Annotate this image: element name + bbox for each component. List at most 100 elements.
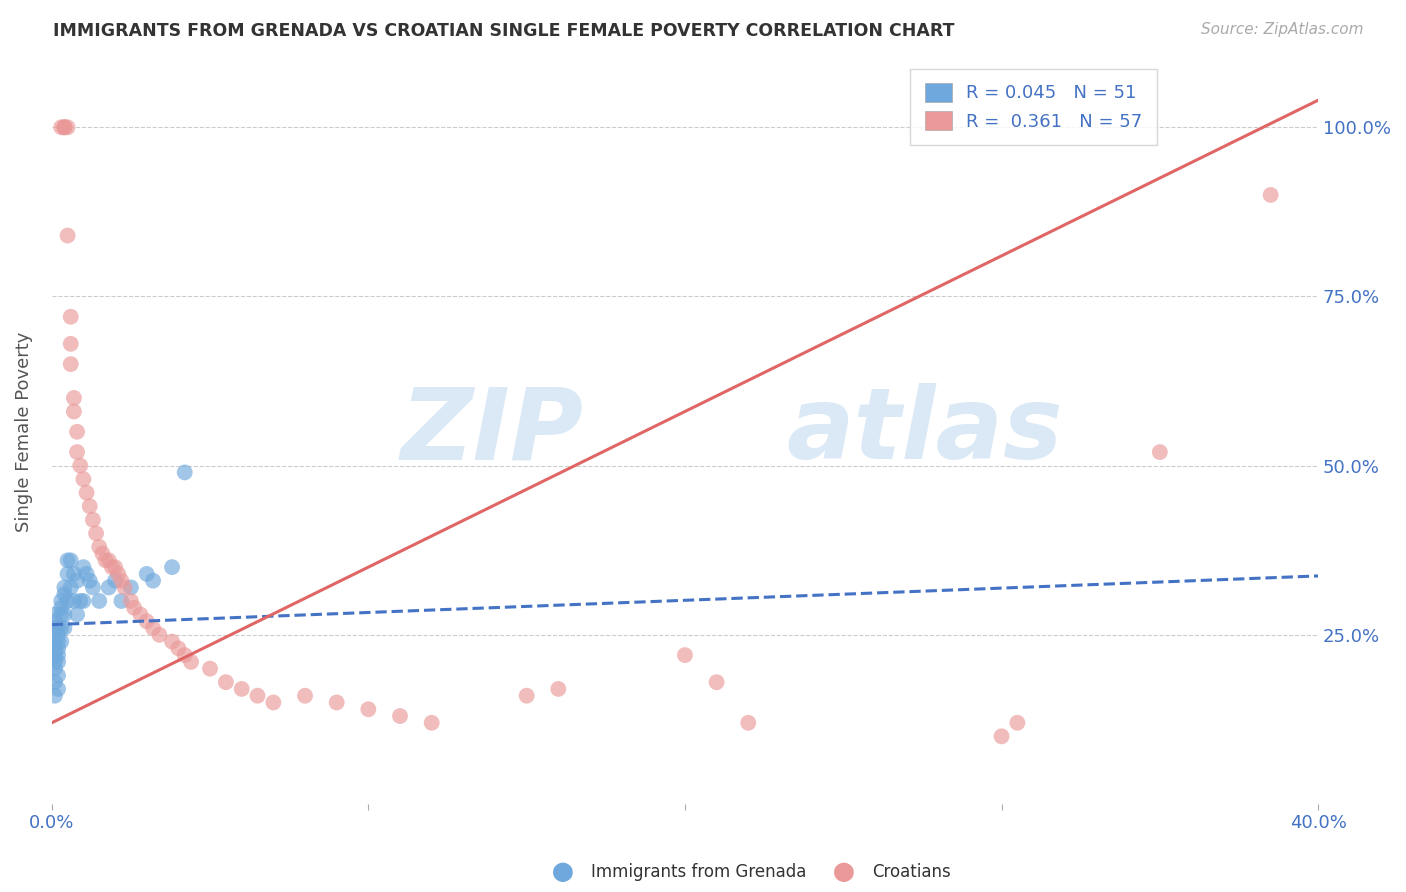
Point <box>66 574 89 588</box>
Point <box>56 228 79 243</box>
Point <box>129 607 152 622</box>
Point <box>53 587 76 601</box>
Point <box>97 553 120 567</box>
Point <box>46 621 69 635</box>
Point <box>56 553 79 567</box>
Point <box>63 566 86 581</box>
Point <box>160 634 183 648</box>
Point <box>44 607 66 622</box>
Point <box>46 648 69 662</box>
Point <box>89 594 111 608</box>
Text: ⬤: ⬤ <box>832 863 855 882</box>
Point <box>63 391 86 405</box>
Point <box>59 581 82 595</box>
Point <box>84 526 107 541</box>
Point <box>173 648 195 662</box>
Point <box>89 540 111 554</box>
Text: ZIP: ZIP <box>401 384 583 480</box>
Point <box>44 662 66 676</box>
Y-axis label: Single Female Poverty: Single Female Poverty <box>15 332 32 532</box>
Point <box>44 675 66 690</box>
Point <box>51 594 73 608</box>
Text: Croatians: Croatians <box>872 863 950 881</box>
Point <box>59 553 82 567</box>
Text: atlas: atlas <box>786 384 1063 480</box>
Point <box>79 574 101 588</box>
Point <box>104 560 127 574</box>
Point <box>110 574 132 588</box>
Point <box>63 594 86 608</box>
Point <box>82 581 104 595</box>
Point <box>547 681 569 696</box>
Point <box>79 500 101 514</box>
Point <box>56 120 79 135</box>
Point <box>46 655 69 669</box>
Point <box>53 607 76 622</box>
Point <box>44 634 66 648</box>
Point <box>44 655 66 669</box>
Point <box>56 566 79 581</box>
Point <box>94 553 117 567</box>
Point <box>142 574 165 588</box>
Point <box>737 715 759 730</box>
Point <box>388 709 411 723</box>
Point <box>51 607 73 622</box>
Point <box>72 560 94 574</box>
Point <box>104 574 127 588</box>
Point <box>107 566 129 581</box>
Point <box>148 628 170 642</box>
Point <box>1149 445 1171 459</box>
Text: IMMIGRANTS FROM GRENADA VS CROATIAN SINGLE FEMALE POVERTY CORRELATION CHART: IMMIGRANTS FROM GRENADA VS CROATIAN SING… <box>53 22 955 40</box>
Point <box>46 641 69 656</box>
Point <box>59 310 82 324</box>
Point <box>1007 715 1029 730</box>
Point <box>44 641 66 656</box>
Point <box>53 120 76 135</box>
Point <box>990 729 1012 743</box>
Point <box>46 668 69 682</box>
Point <box>53 120 76 135</box>
Point <box>120 594 142 608</box>
Point <box>135 614 157 628</box>
Point <box>420 715 443 730</box>
Point <box>56 594 79 608</box>
Point <box>44 621 66 635</box>
Point <box>59 357 82 371</box>
Point <box>44 689 66 703</box>
Point <box>76 566 98 581</box>
Point <box>231 681 253 696</box>
Point <box>82 513 104 527</box>
Point <box>44 614 66 628</box>
Point <box>215 675 238 690</box>
Point <box>66 425 89 439</box>
Point <box>97 581 120 595</box>
Point <box>51 621 73 635</box>
Point <box>53 621 76 635</box>
Text: ⬤: ⬤ <box>551 863 574 882</box>
Point <box>59 336 82 351</box>
Point <box>66 607 89 622</box>
Point <box>51 634 73 648</box>
Point <box>46 681 69 696</box>
Point <box>69 594 91 608</box>
Point <box>135 566 157 581</box>
Point <box>46 628 69 642</box>
Point <box>53 581 76 595</box>
Point <box>1260 188 1282 202</box>
Point <box>101 560 124 574</box>
Point <box>69 458 91 473</box>
Point <box>198 662 221 676</box>
Point <box>160 560 183 574</box>
Point <box>142 621 165 635</box>
Point <box>114 581 136 595</box>
Point <box>76 485 98 500</box>
Point <box>51 120 73 135</box>
Point <box>122 600 145 615</box>
Point <box>673 648 696 662</box>
Point <box>167 641 190 656</box>
Text: Immigrants from Grenada: Immigrants from Grenada <box>591 863 806 881</box>
Point <box>262 696 284 710</box>
Point <box>173 466 195 480</box>
Point <box>63 404 86 418</box>
Point <box>66 445 89 459</box>
